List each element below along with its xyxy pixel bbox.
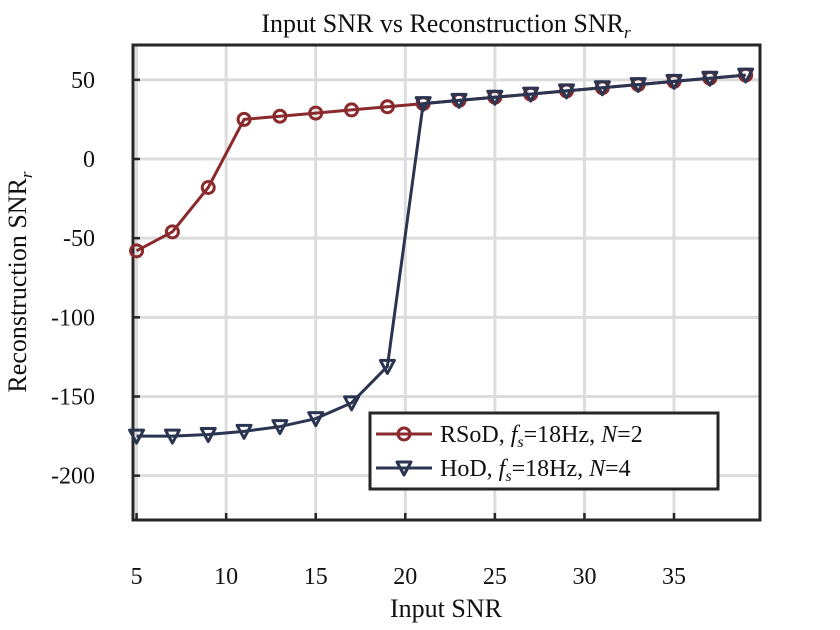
legend-marker-hod: [395, 460, 413, 477]
data-point-hod: [486, 89, 504, 106]
x-tick-label: 35: [662, 564, 686, 590]
y-tick-label: -100: [51, 305, 95, 331]
x-tick-label: 30: [572, 564, 596, 590]
data-point-hod: [307, 411, 325, 428]
y-tick-label: -150: [51, 385, 95, 411]
chart-title: Input SNR vs Reconstruction SNRr: [261, 9, 631, 42]
x-tick-label: 15: [304, 564, 328, 590]
x-tick-label: 25: [483, 564, 507, 590]
data-point-rsod: [164, 224, 180, 240]
data-point-hod: [593, 80, 611, 97]
legend-label-rsod: RSoD, fs=18Hz, N=2: [440, 422, 643, 451]
data-point-hod: [163, 428, 181, 445]
data-point-hod: [450, 92, 468, 109]
y-tick-label: 50: [71, 68, 95, 94]
y-tick-label: -50: [63, 226, 95, 252]
y-axis: 50 0 -50 -100 -150 -200: [51, 68, 140, 490]
data-point-hod: [235, 423, 253, 440]
data-point-hod: [271, 419, 289, 436]
legend-label-hod: HoD, fs=18Hz, N=4: [440, 456, 631, 485]
data-point-hod: [665, 73, 683, 90]
series-hod: [128, 67, 755, 445]
data-point-rsod: [379, 99, 395, 115]
legend-entry-hod: HoD, fs=18Hz, N=4: [376, 456, 631, 485]
data-point-hod: [343, 395, 361, 412]
y-tick-label: 0: [83, 147, 95, 173]
data-point-hod: [414, 96, 432, 113]
data-point-hod: [199, 427, 217, 443]
legend-entry-rsod: RSoD, fs=18Hz, N=2: [376, 422, 643, 451]
y-axis-label: Reconstruction SNRr: [3, 171, 36, 393]
data-point-hod: [378, 358, 396, 375]
data-point-hod: [558, 83, 576, 100]
data-point-rsod: [129, 243, 145, 259]
legend-box: [368, 411, 720, 491]
data-point-hod: [701, 70, 719, 87]
data-point-hod: [128, 428, 146, 445]
plot-frame: [131, 43, 762, 522]
x-tick-label: 5: [131, 564, 143, 590]
data-point-rsod: [344, 102, 360, 118]
data-point-rsod: [200, 180, 216, 195]
data-point-hod: [737, 67, 755, 84]
series-layer: [128, 67, 755, 445]
legend: RSoD, fs=18Hz, N=2 HoD, fs=18Hz, N=4: [368, 411, 720, 491]
data-point-rsod: [272, 108, 288, 124]
x-axis: 5 10 15 20 25 30 35: [131, 513, 686, 590]
data-point-rsod: [308, 105, 324, 121]
data-point-hod: [522, 86, 540, 103]
data-point-hod: [629, 77, 647, 94]
series-line-hod: [136, 73, 746, 438]
legend-marker-rsod: [396, 426, 412, 442]
x-tick-label: 10: [214, 564, 238, 590]
x-axis-label: Input SNR: [390, 594, 503, 623]
data-point-rsod: [236, 111, 252, 127]
x-tick-label: 20: [393, 564, 417, 590]
y-tick-label: -200: [51, 464, 95, 490]
